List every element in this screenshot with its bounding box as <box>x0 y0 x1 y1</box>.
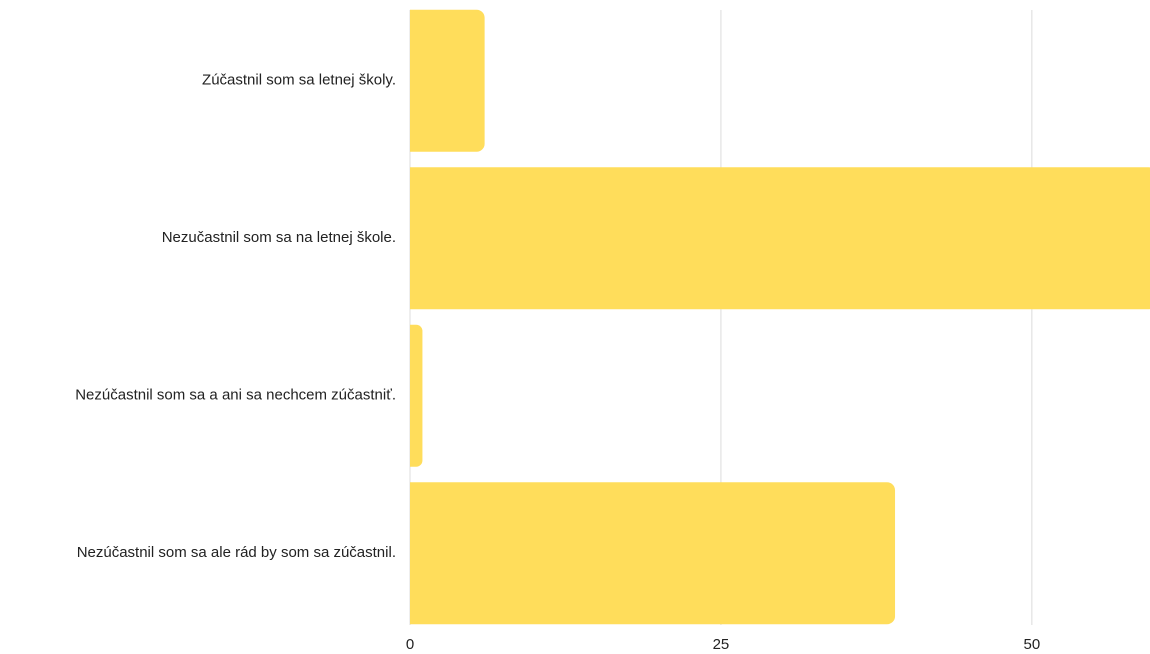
y-tick-label: Nezúčastnil som sa a ani sa nechcem zúča… <box>75 387 396 404</box>
bar <box>410 167 1150 310</box>
y-tick-label: Zúčastnil som sa letnej školy. <box>202 72 396 89</box>
y-tick-label: Nezučastnil som sa na letnej škole. <box>162 229 396 246</box>
bar <box>410 9 485 152</box>
x-tick-label: 25 <box>713 636 730 653</box>
x-tick-label: 0 <box>406 636 414 653</box>
x-tick-label: 50 <box>1024 636 1041 653</box>
bar <box>410 482 896 625</box>
y-tick-label: Nezúčastnil som sa ale rád by som sa zúč… <box>77 544 396 561</box>
bar <box>410 324 423 467</box>
